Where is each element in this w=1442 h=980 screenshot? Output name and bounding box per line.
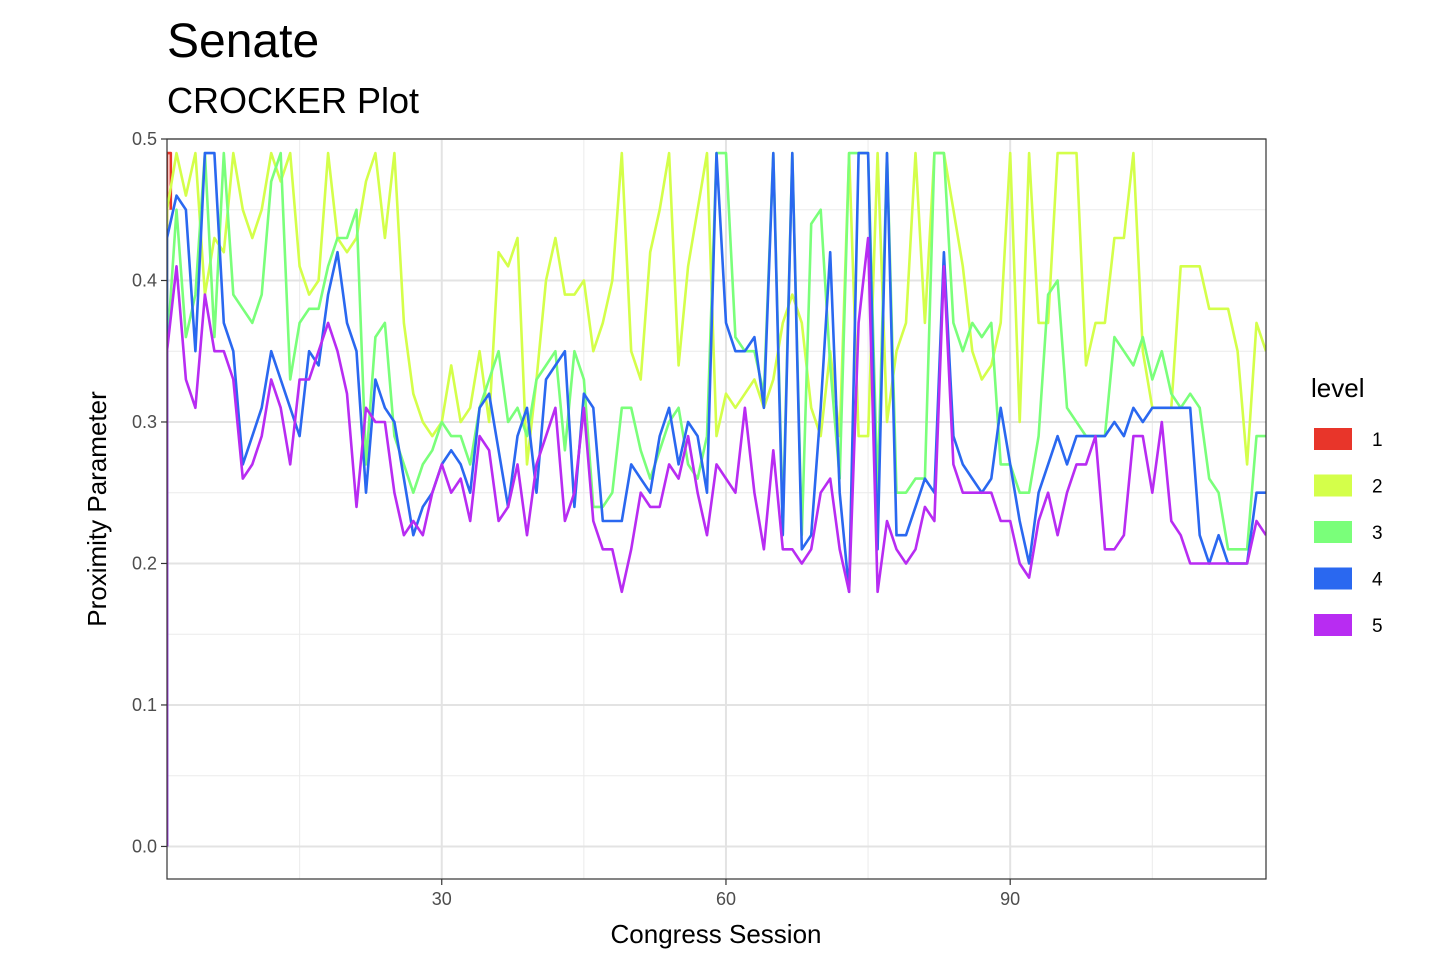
legend-swatch-level-5 xyxy=(1314,614,1352,636)
legend-label-level-5: 5 xyxy=(1372,616,1383,637)
legend-label-level-3: 3 xyxy=(1372,523,1383,544)
y-tick-label: 0.3 xyxy=(132,412,157,432)
y-axis-title: Proximity Parameter xyxy=(82,391,112,627)
legend-swatch-level-1 xyxy=(1314,428,1352,450)
y-tick-label: 0.1 xyxy=(132,695,157,715)
chart-title: Senate xyxy=(167,15,320,68)
legend-label-level-1: 1 xyxy=(1372,430,1383,451)
legend-swatch-level-2 xyxy=(1314,474,1352,497)
x-tick-label: 90 xyxy=(1000,889,1020,909)
plot-border xyxy=(166,138,1267,880)
legend-swatch-level-4 xyxy=(1314,567,1352,590)
plot-panel xyxy=(167,139,1266,879)
series-layer xyxy=(167,151,1266,847)
series-line-level-5 xyxy=(167,236,1266,847)
y-tick-label: 0.0 xyxy=(132,836,157,856)
legend-title: level xyxy=(1311,373,1364,403)
x-axis-title: Congress Session xyxy=(611,919,822,949)
series-line-level-4 xyxy=(167,151,1266,847)
legend-label-level-4: 4 xyxy=(1372,570,1383,591)
legend-swatch-level-3 xyxy=(1314,521,1352,543)
legend-label-level-2: 2 xyxy=(1372,477,1383,498)
legend: level 1 2 3 4 5 xyxy=(1311,373,1383,637)
x-tick-label: 60 xyxy=(716,889,736,909)
y-tick-label: 0.2 xyxy=(132,553,157,573)
y-tick-label: 0.5 xyxy=(132,129,157,149)
y-tick-label: 0.4 xyxy=(132,270,157,290)
axis-layer: 30 60 90 0.0 0.1 0.2 0.3 0.4 0.5 xyxy=(132,129,1020,909)
chart-subtitle: CROCKER Plot xyxy=(167,80,420,121)
x-tick-label: 30 xyxy=(432,889,452,909)
